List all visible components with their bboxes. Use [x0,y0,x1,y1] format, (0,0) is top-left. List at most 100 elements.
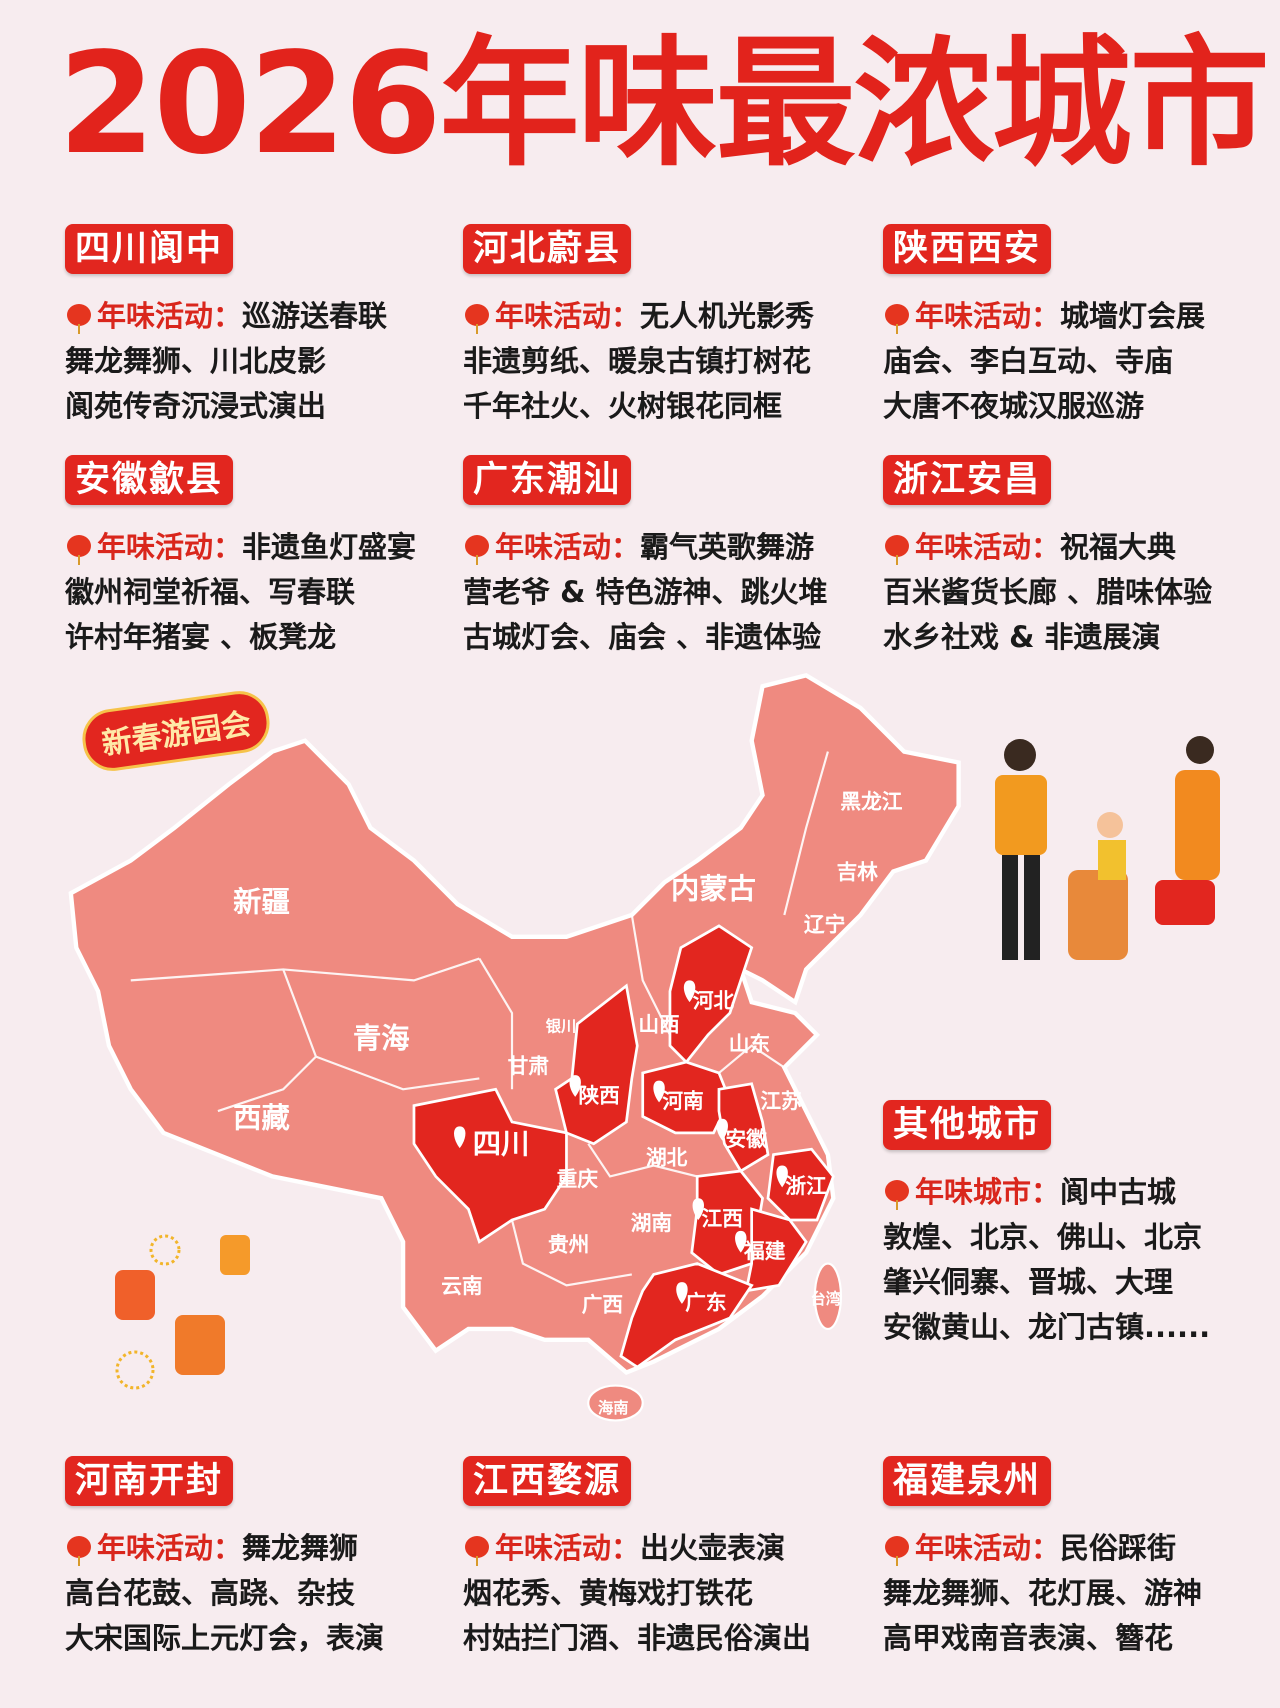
highlighted-provinces [412,924,835,1369]
lantern-icon [885,1180,909,1210]
location-pin-icon [683,980,696,1003]
location-pin-icon [569,1075,581,1097]
location-pin-icon [454,1126,466,1149]
lantern-icon [465,304,489,334]
city-tag: 广东潮汕 [463,455,632,505]
province-label: 安徽 [726,1127,768,1151]
province-anhui[interactable] [717,1082,770,1173]
other-cities-block: 其他城市 年味城市：阆中古城 敦煌、北京、佛山、北京 肇兴侗寨、晋城、大理 安徽… [883,1100,1263,1350]
activity-text: 舞龙舞狮、花灯展、游神 [883,1576,1203,1610]
lantern-icon [885,1536,909,1566]
activity-text: 巡游送春联 [242,299,388,333]
activity-text: 无人机光影秀 [640,299,815,333]
activity-text: 庙会、李白互动、寺庙 [883,344,1174,378]
city-tag: 浙江安昌 [883,455,1052,505]
province-label: 江西 [702,1206,743,1230]
activity-label: 年味活动： [97,1531,243,1565]
activity-label: 年味活动： [97,299,243,333]
activity-line: 年味活动：巡游送春联 [65,294,445,339]
activity-text: 水乡社戏 & 非遗展演 [883,620,1161,654]
activity-text: 出火壶表演 [640,1531,786,1565]
province-label: 云南 [441,1274,482,1298]
activity-text: 民俗踩街 [1060,1531,1177,1565]
city-tag: 其他城市 [883,1100,1052,1150]
province-borders [130,751,829,1287]
activity-line: 年味活动：民俗踩街 [883,1526,1263,1571]
province-sichuan[interactable] [412,1087,568,1244]
sky-lanterns-decoration [115,1234,250,1390]
activity-line: 年味活动：无人机光影秀 [463,294,843,339]
activity-text: 烟花秀、黄梅戏打铁花 [463,1576,754,1610]
activity-label: 年味活动： [915,530,1061,564]
location-pin-icon [653,1080,665,1103]
province-label: 广东 [685,1290,726,1314]
activity-text: 大宋国际上元灯会，表演 [65,1621,385,1655]
activity-text: 祝福大典 [1060,530,1177,564]
province-label: 江苏 [760,1089,802,1113]
province-shaanxi[interactable] [554,983,639,1146]
province-label: 辽宁 [804,912,845,936]
province-label: 吉林 [837,860,879,884]
city-label: 年味城市： [915,1175,1061,1209]
province-label: 西藏 [233,1101,290,1134]
city-tag: 福建泉州 [883,1456,1052,1506]
province-label: 福建 [743,1239,786,1263]
activity-text: 非遗鱼灯盛宴 [242,530,417,564]
province-label: 黑龙江 [840,789,902,813]
activity-line: 年味活动：出火壶表演 [463,1526,843,1571]
province-label: 山西 [638,1013,679,1037]
activity-text: 大唐不夜城汉服巡游 [883,389,1145,423]
city-block: 广东潮汕 年味活动：霸气英歌舞游 营老爷 & 特色游神、跳火堆 古城灯会、庙会 … [463,455,843,660]
province-label: 银川 [546,1018,577,1036]
activity-text: 村姑拦门酒、非遗民俗演出 [463,1621,812,1655]
province-label: 新疆 [233,886,290,919]
activity-text: 千年社火、火树银花同框 [463,389,783,423]
activity-text: 舞龙舞狮、川北皮影 [65,344,327,378]
city-line: 年味城市：阆中古城 [883,1170,1263,1215]
province-label: 台湾 [810,1290,841,1308]
city-block: 安徽歙县 年味活动：非遗鱼灯盛宴 徽州祠堂祈福、写春联 许村年猪宴 、板凳龙 [65,455,445,660]
lantern-icon [465,535,489,565]
province-label: 甘肃 [508,1054,549,1078]
city-tag: 河南开封 [65,1456,234,1506]
province-label: 湖南 [631,1211,672,1235]
city-tag: 河北蔚县 [463,224,632,274]
city-text: 肇兴侗寨、晋城、大理 [883,1265,1174,1299]
activity-text: 阆苑传奇沉浸式演出 [65,389,327,423]
province-label: 内蒙古 [671,873,756,906]
province-label: 河北 [693,989,735,1013]
city-block: 福建泉州 年味活动：民俗踩街 舞龙舞狮、花灯展、游神 高甲戏南音表演、簪花 [883,1456,1263,1661]
activity-text: 霸气英歌舞游 [640,530,815,564]
activity-line: 年味活动：非遗鱼灯盛宴 [65,525,445,570]
activity-line: 年味活动：城墙灯会展 [883,294,1263,339]
province-label: 海南 [598,1399,629,1417]
province-fujian[interactable] [744,1207,808,1293]
province-hebei[interactable] [668,924,754,1065]
page-title: 2026年味最浓城市 [58,23,1270,186]
activity-text: 徽州祠堂祈福、写春联 [65,575,356,609]
location-pin-icon [692,1198,704,1220]
city-block: 江西婺源 年味活动：出火壶表演 烟花秀、黄梅戏打铁花 村姑拦门酒、非遗民俗演出 [463,1456,843,1661]
activity-label: 年味活动： [915,1531,1061,1565]
activity-text: 营老爷 & 特色游神、跳火堆 [463,575,828,609]
activity-text: 高台花鼓、高跷、杂技 [65,1576,356,1610]
activity-label: 年味活动： [915,299,1061,333]
city-block: 陕西西安 年味活动：城墙灯会展 庙会、李白互动、寺庙 大唐不夜城汉服巡游 [883,224,1263,429]
location-pin-icon [676,1282,688,1304]
city-block: 浙江安昌 年味活动：祝福大典 百米酱货长廊 、腊味体验 水乡社戏 & 非遗展演 [883,455,1263,660]
city-tag: 安徽歙县 [65,455,234,505]
activity-label: 年味活动： [495,1531,641,1565]
activity-line: 年味活动：祝福大典 [883,525,1263,570]
lantern-icon [885,535,909,565]
activity-text: 高甲戏南音表演、簪花 [883,1621,1174,1655]
province-label: 河南 [662,1089,703,1113]
province-label: 广西 [582,1293,623,1317]
lantern-icon [465,1536,489,1566]
province-guangdong[interactable] [619,1262,754,1369]
activity-text: 舞龙舞狮 [242,1531,359,1565]
activity-label: 年味活动： [495,299,641,333]
activity-line: 年味活动：舞龙舞狮 [65,1526,445,1571]
city-tag: 江西婺源 [463,1456,632,1506]
activity-line: 年味活动：霸气英歌舞游 [463,525,843,570]
city-block: 河南开封 年味活动：舞龙舞狮 高台花鼓、高跷、杂技 大宋国际上元灯会，表演 [65,1456,445,1661]
